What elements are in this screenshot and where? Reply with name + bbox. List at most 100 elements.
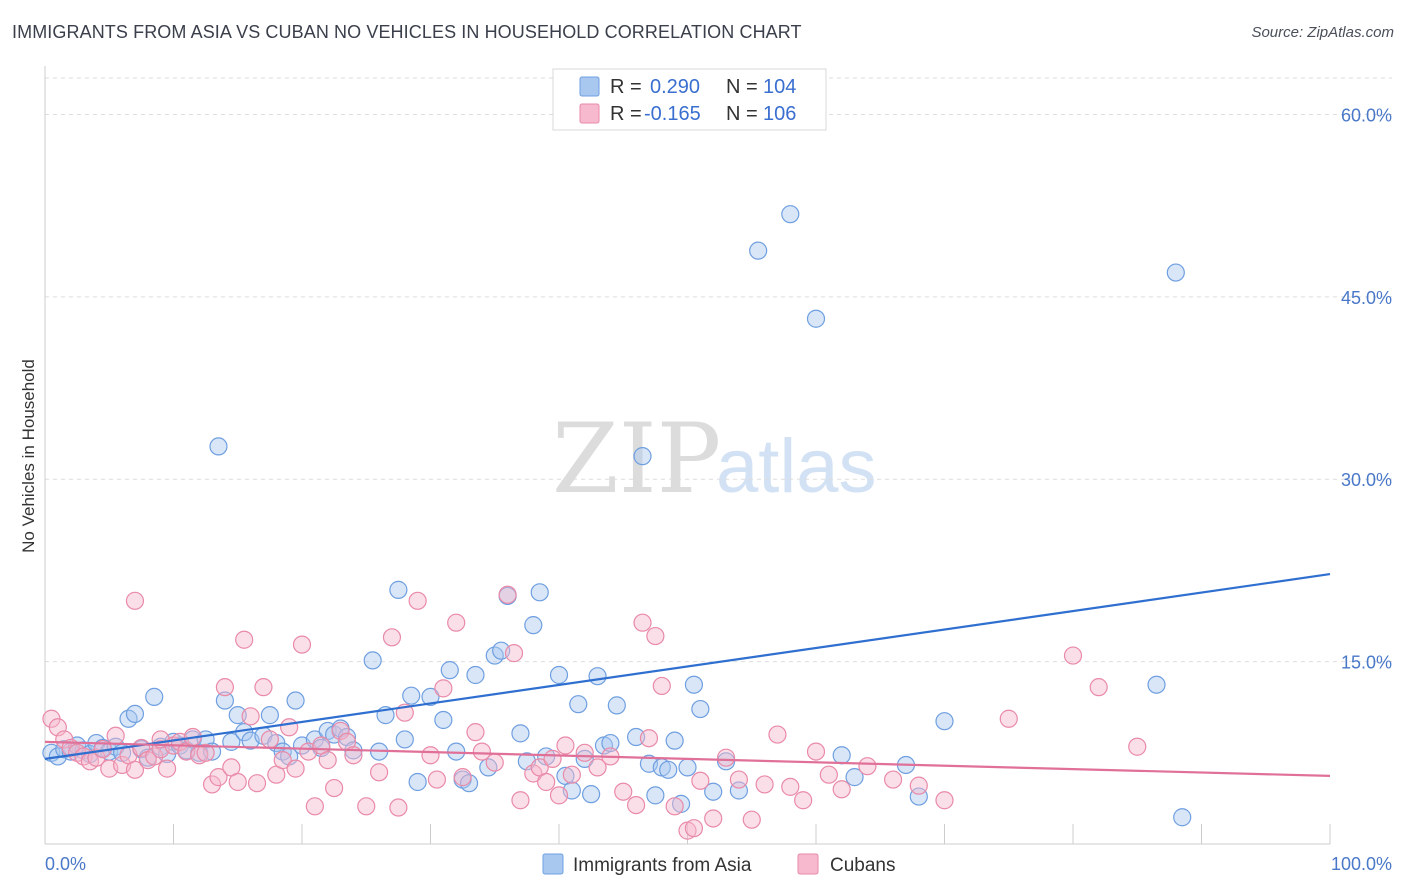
data-point <box>241 707 260 726</box>
legend-r-value-cubans: -0.165 <box>644 103 701 125</box>
chart-title: IMMIGRANTS FROM ASIA VS CUBAN NO VEHICLE… <box>12 22 802 42</box>
data-point <box>511 791 530 810</box>
data-point <box>228 706 247 725</box>
data-point <box>125 760 145 779</box>
data-point <box>633 447 652 466</box>
data-point <box>633 613 652 632</box>
data-point <box>202 775 222 794</box>
data-point <box>607 696 626 715</box>
y-tick-label: 30.0% <box>1341 470 1392 490</box>
legend-swatch-immigrants-from-asia <box>542 853 564 875</box>
data-point <box>421 687 440 706</box>
data-point <box>286 691 305 710</box>
correlation-legend: R = 0.290 N = 104 R = -0.165 N = 106 <box>552 68 827 131</box>
data-point <box>1063 646 1083 665</box>
legend-swatch-asia <box>579 76 600 97</box>
data-point <box>466 723 485 742</box>
data-point <box>157 759 177 778</box>
data-point <box>395 730 414 749</box>
watermark-atlas: atlas <box>716 424 877 509</box>
data-point <box>472 742 491 761</box>
data-point <box>408 772 427 792</box>
data-point <box>1173 808 1192 827</box>
data-point <box>935 712 954 731</box>
data-point <box>318 751 337 770</box>
data-point <box>742 810 761 829</box>
y-tick-label: 15.0% <box>1341 653 1392 673</box>
data-point <box>794 791 813 810</box>
data-point <box>273 751 292 770</box>
data-point <box>665 731 684 750</box>
data-point <box>1128 737 1147 756</box>
data-point <box>421 746 440 765</box>
data-point <box>408 591 427 610</box>
data-point <box>556 736 575 755</box>
data-point <box>749 241 768 260</box>
legend-n-value-asia: 104 <box>763 76 796 98</box>
data-point <box>755 775 774 794</box>
trend-line-cubans <box>44 740 1331 778</box>
series-legend: Immigrants from Asia Cubans <box>542 853 896 876</box>
data-point <box>614 782 633 801</box>
watermark-zip: ZIP <box>552 403 721 515</box>
data-point <box>704 809 723 828</box>
data-point <box>665 797 684 816</box>
data-point <box>549 786 569 805</box>
data-point <box>389 798 408 817</box>
data-point <box>292 635 312 654</box>
data-point <box>357 797 376 816</box>
data-point <box>145 747 164 766</box>
data-point <box>626 795 646 815</box>
data-point <box>575 743 594 762</box>
data-point <box>209 768 228 787</box>
data-point <box>691 699 710 719</box>
data-point <box>588 667 607 686</box>
data-point <box>1166 263 1185 282</box>
data-point <box>806 742 826 761</box>
data-point <box>601 733 620 753</box>
data-point <box>498 585 517 604</box>
data-point <box>447 613 466 632</box>
data-point <box>215 678 234 697</box>
data-point <box>858 757 877 776</box>
data-point <box>575 749 594 768</box>
data-point <box>832 780 851 799</box>
legend-swatch-cubans-bottom <box>797 853 819 875</box>
data-point <box>511 724 530 743</box>
data-point <box>639 729 659 748</box>
scatter-points <box>42 205 1192 840</box>
data-point <box>659 760 678 779</box>
data-point <box>999 709 1018 728</box>
data-point <box>781 777 800 796</box>
data-point <box>646 786 665 805</box>
data-point <box>215 691 234 710</box>
data-point <box>832 746 851 765</box>
data-point <box>588 758 607 777</box>
legend-swatch-cubans <box>579 103 600 124</box>
source-label: Source: ZipAtlas.com <box>1251 24 1394 41</box>
data-point <box>652 676 671 696</box>
data-point <box>434 710 453 730</box>
legend-r-label-cubans: R = <box>610 103 642 125</box>
data-point <box>562 765 581 784</box>
data-point <box>434 679 453 698</box>
legend-label-immigrants-from-asia: Immigrants from Asia <box>573 855 752 876</box>
data-point <box>382 628 402 647</box>
legend-n-label-cubans: N = <box>726 103 758 125</box>
data-point <box>145 687 164 706</box>
data-point <box>402 686 421 705</box>
data-point <box>209 437 228 456</box>
data-point <box>549 665 569 685</box>
data-point <box>370 763 389 782</box>
trend-lines <box>44 572 1331 778</box>
data-point <box>781 205 800 224</box>
data-point <box>260 706 279 725</box>
watermark: ZIP atlas <box>552 403 877 515</box>
data-point <box>466 665 485 685</box>
data-point <box>247 774 267 793</box>
data-point <box>819 765 838 784</box>
data-point <box>504 644 524 663</box>
gridlines <box>45 77 1392 663</box>
data-point <box>909 776 928 795</box>
